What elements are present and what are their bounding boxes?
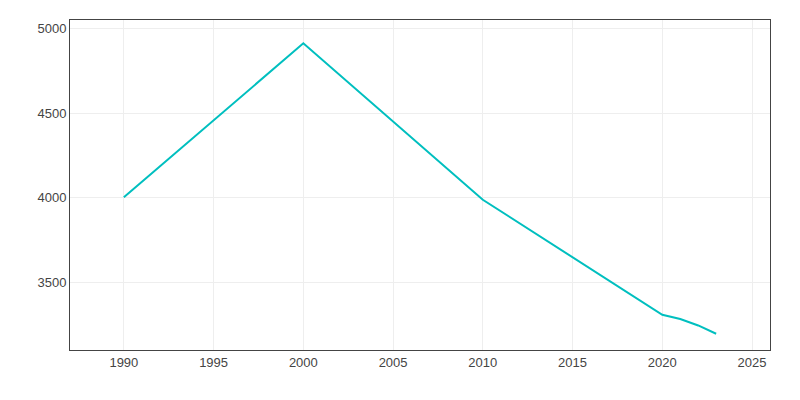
svg-text:4000: 4000 bbox=[37, 190, 66, 205]
svg-text:2000: 2000 bbox=[289, 355, 318, 370]
svg-text:2015: 2015 bbox=[558, 355, 587, 370]
svg-text:3500: 3500 bbox=[37, 275, 66, 290]
svg-text:5000: 5000 bbox=[37, 21, 66, 36]
svg-text:1990: 1990 bbox=[109, 355, 138, 370]
svg-text:4500: 4500 bbox=[37, 106, 66, 121]
svg-text:1995: 1995 bbox=[199, 355, 228, 370]
svg-text:2010: 2010 bbox=[468, 355, 497, 370]
svg-text:2025: 2025 bbox=[738, 355, 767, 370]
svg-text:2005: 2005 bbox=[379, 355, 408, 370]
svg-text:2020: 2020 bbox=[648, 355, 677, 370]
